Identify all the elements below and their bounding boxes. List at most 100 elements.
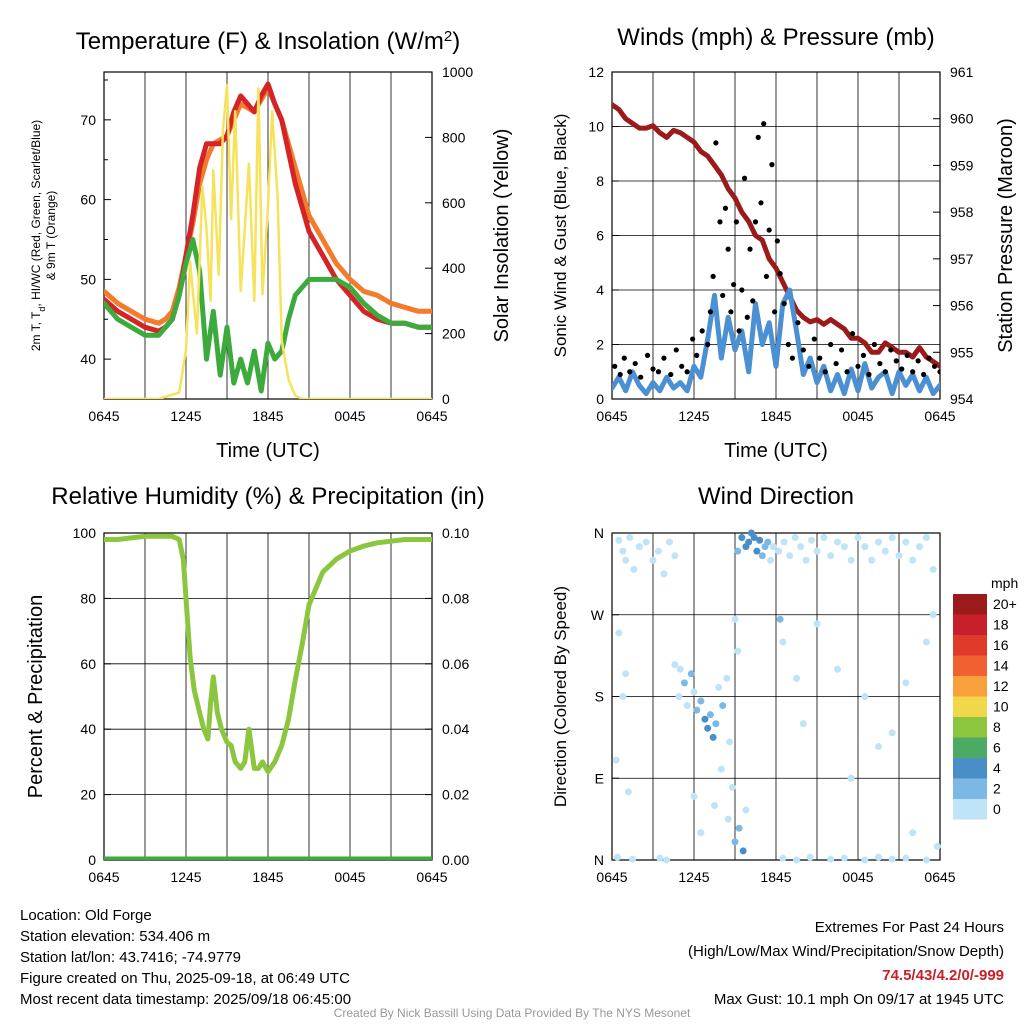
gust-point (741, 175, 748, 181)
gust-point (937, 369, 940, 375)
gust-point (752, 219, 759, 225)
dir-point (715, 683, 723, 691)
legend-swatch (953, 696, 987, 717)
legend-label: 4 (993, 760, 1001, 776)
temp-xtick-label: 0045 (334, 408, 365, 424)
dir-point (622, 556, 630, 564)
gust-point (789, 355, 796, 361)
wind-y2tick-label: 955 (950, 344, 974, 360)
wind-y2tick-label: 956 (950, 298, 974, 314)
dir-point (693, 706, 701, 714)
wind-xtick-label: 1245 (678, 408, 709, 424)
gust-point (871, 341, 878, 348)
gust-point (899, 366, 905, 372)
dir-point (834, 665, 841, 673)
legend-label: 0 (993, 801, 1001, 817)
gust-point (755, 134, 761, 140)
wind-y2tick-label: 957 (950, 251, 974, 267)
wind-title: Winds (mph) & Pressure (mb) (617, 24, 934, 51)
dir-point (806, 853, 814, 861)
dir-point (861, 856, 869, 864)
dir-point (613, 853, 621, 861)
dir-point (902, 854, 910, 862)
svg-text:2m T, Td, HI/WC (Red, Green, S: 2m T, Td, HI/WC (Red, Green, Scarlet/Blu… (29, 120, 47, 351)
dir-point (813, 620, 821, 628)
dir-ylabel: Direction (Colored By Speed) (551, 586, 570, 807)
info-recent: Most recent data timestamp: 2025/09/18 0… (20, 991, 352, 1008)
gust-point (739, 287, 745, 293)
wind-ytick-label: 2 (596, 337, 604, 353)
dir-point (888, 534, 896, 542)
gust-point (661, 355, 667, 361)
rh-ytick-label: 80 (80, 590, 96, 606)
dir-xtick-label: 0645 (596, 869, 627, 885)
dir-point (888, 729, 896, 737)
dir-point (779, 638, 787, 646)
gust-point (713, 140, 719, 146)
dir-xtick-label: 0045 (842, 869, 873, 885)
legend-label: 20+ (993, 596, 1017, 612)
gust-point (627, 369, 633, 375)
dir-point (793, 674, 800, 682)
info-created: Figure created on Thu, 2025-09-18, at 06… (20, 970, 350, 987)
gust-point (761, 121, 767, 127)
dir-point (902, 538, 910, 546)
dir-point (704, 724, 712, 732)
dir-point (629, 855, 636, 863)
gust-point (910, 369, 916, 375)
max-gust: Max Gust: 10.1 mph On 09/17 at 1945 UTC (713, 991, 1004, 1008)
rh-xtick-label: 0045 (334, 869, 365, 885)
rh-ytick-label: 20 (80, 787, 96, 803)
rh-xtick-label: 0645 (88, 869, 119, 885)
dir-point (734, 647, 742, 655)
dir-point (933, 842, 941, 850)
dir-point (791, 534, 799, 542)
gust-point (849, 331, 856, 337)
dir-point (731, 838, 739, 846)
temp-ytick-label: 40 (80, 351, 96, 367)
rh-y2tick-label: 0.04 (442, 721, 469, 737)
temp-series-group (104, 81, 432, 399)
rh-y2tick-label: 0.08 (442, 590, 469, 606)
gust-point (817, 355, 823, 361)
gust-point (855, 363, 861, 369)
dir-point (711, 802, 718, 809)
gust-point (860, 352, 867, 358)
gust-point (822, 369, 828, 375)
gust-point (728, 309, 734, 315)
dir-point (723, 674, 731, 682)
dir-point (717, 765, 725, 773)
legend-swatch (953, 717, 987, 738)
dir-point (922, 638, 930, 646)
gust-point (694, 352, 700, 358)
gust-point (655, 369, 662, 375)
temp-xtick-label: 0645 (88, 408, 119, 424)
gust-point (621, 355, 627, 361)
legend-swatch (953, 614, 987, 635)
dir-point (739, 847, 747, 855)
gust-point (612, 363, 618, 369)
dir-point (697, 829, 705, 837)
gust-point (774, 238, 780, 244)
dir-point (758, 552, 766, 560)
wind-xtick-label: 0645 (924, 408, 955, 424)
rh-y2tick-label: 0.06 (442, 656, 469, 672)
rh-ytick-label: 0 (88, 852, 96, 868)
dir-point (697, 697, 705, 705)
temp-y2tick-label: 0 (442, 391, 450, 407)
dir-point (847, 774, 855, 782)
gust-point (744, 314, 750, 320)
gust-point (673, 347, 679, 353)
gust-point (710, 273, 716, 279)
dir-point (808, 536, 816, 544)
temp-ytick-label: 50 (80, 271, 96, 287)
temp-y2tick-label: 800 (442, 129, 466, 145)
dir-ytick-label: N (594, 525, 604, 541)
gust-point (806, 363, 812, 369)
legend-swatch (953, 635, 987, 656)
legend-swatch (953, 758, 987, 779)
gust-point (722, 205, 729, 211)
dir-point (665, 538, 673, 546)
temp-ylabel: 2m T, Td, HI/WC (Red, Green, Scarlet/Blu… (29, 120, 58, 351)
